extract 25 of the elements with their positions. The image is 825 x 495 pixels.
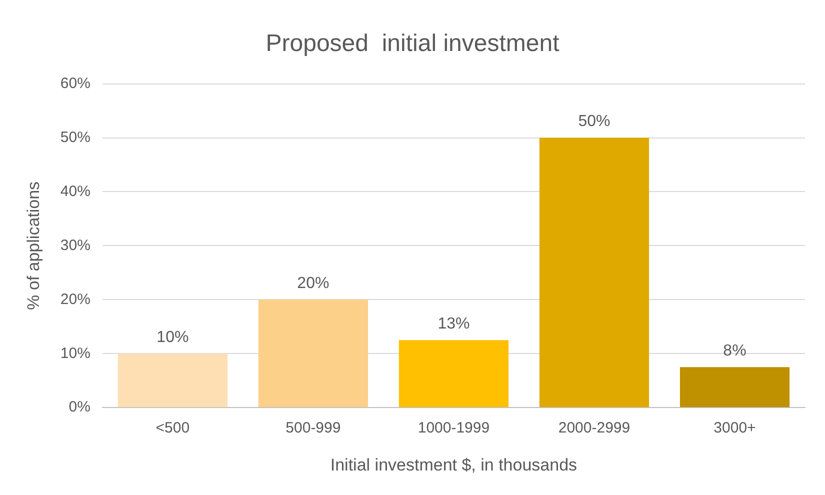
x-tick-label: 3000+	[714, 420, 756, 437]
bar	[398, 340, 509, 408]
data-label: 50%	[578, 113, 610, 130]
x-tick-label: 2000-2999	[558, 420, 630, 437]
x-tick-label: 500-999	[286, 420, 341, 437]
y-tick-label: 10%	[60, 344, 90, 362]
chart-title: Proposed initial investment	[266, 30, 560, 58]
data-label: 10%	[156, 329, 189, 346]
bar	[258, 300, 368, 408]
x-tick-label: 1000-1999	[418, 420, 490, 437]
data-label: 20%	[297, 275, 330, 292]
y-tick-label: 20%	[60, 290, 90, 308]
x-tick-label: <500	[156, 420, 190, 437]
x-axis-title: Initial investment $, in thousands	[330, 455, 578, 474]
y-axis-title: % of applications	[24, 181, 43, 310]
y-tick-label: 60%	[60, 74, 90, 92]
y-tick-label: 0%	[68, 398, 90, 416]
bar	[680, 367, 790, 408]
bar	[118, 354, 228, 408]
y-tick-label: 40%	[60, 182, 90, 200]
bar	[539, 138, 650, 408]
data-label: 13%	[438, 316, 470, 333]
y-tick-label: 50%	[60, 128, 90, 146]
data-label: 8%	[723, 342, 746, 360]
y-tick-label: 30%	[60, 236, 90, 254]
